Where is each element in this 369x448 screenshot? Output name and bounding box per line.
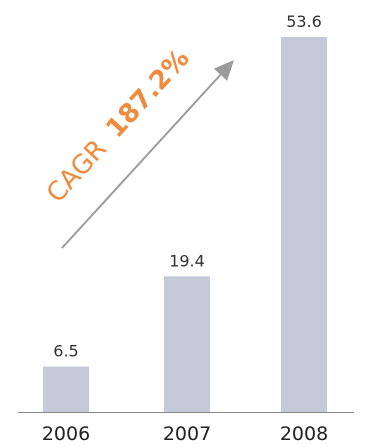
x-tick-2008: 2008: [280, 423, 328, 445]
value-label-2008: 53.6: [286, 12, 322, 31]
cagr-arrow-head: [213, 60, 234, 81]
x-tick-2007: 2007: [163, 423, 211, 445]
x-tick-2006: 2006: [42, 423, 90, 445]
x-tick-labels: 2006 2007 2008: [42, 423, 328, 445]
bar-2008: [281, 37, 327, 412]
value-label-2006: 6.5: [53, 342, 78, 361]
bar-2006: [43, 366, 89, 412]
cagr-prefix: CAGR: [41, 134, 113, 209]
bar-2007: [164, 276, 210, 412]
cagr-arrow: [61, 74, 222, 249]
cagr-annotation: CAGR 187.2%: [41, 44, 234, 249]
value-label-2007: 19.4: [169, 251, 205, 270]
bars-group: 6.5 19.4 53.6: [43, 12, 327, 412]
cagr-value: 187.2%: [100, 44, 195, 144]
